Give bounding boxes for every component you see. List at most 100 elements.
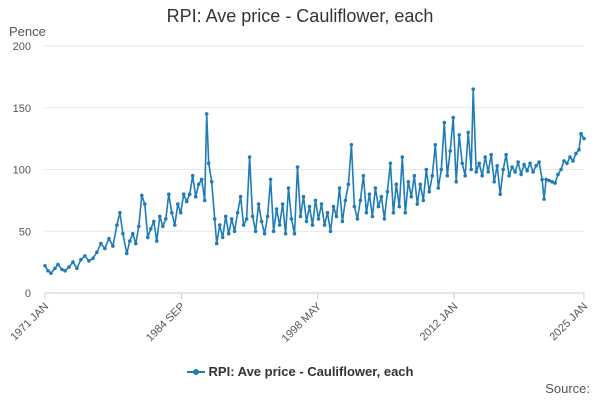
data-point[interactable] (579, 131, 583, 136)
data-point[interactable] (382, 217, 387, 221)
data-point[interactable] (75, 266, 79, 271)
data-point[interactable] (158, 214, 162, 219)
data-point[interactable] (528, 161, 532, 166)
data-point[interactable] (146, 235, 150, 240)
data-point[interactable] (565, 161, 569, 166)
data-point[interactable] (262, 231, 267, 236)
data-point[interactable] (325, 210, 330, 215)
data-point[interactable] (544, 177, 548, 182)
data-point[interactable] (289, 217, 294, 221)
legend[interactable]: RPI: Ave price - Cauliflower, each (0, 364, 600, 380)
data-point[interactable] (391, 210, 396, 215)
data-point[interactable] (115, 223, 119, 227)
data-point[interactable] (190, 173, 195, 178)
data-point[interactable] (43, 264, 47, 268)
data-point[interactable] (501, 167, 506, 172)
data-point[interactable] (202, 198, 207, 203)
data-point[interactable] (349, 143, 354, 147)
data-point[interactable] (60, 267, 64, 272)
data-point[interactable] (152, 219, 156, 224)
data-point[interactable] (67, 265, 71, 269)
data-point[interactable] (334, 214, 339, 219)
data-point[interactable] (238, 194, 243, 199)
data-point[interactable] (111, 244, 115, 248)
data-point[interactable] (504, 152, 508, 157)
data-point[interactable] (397, 204, 402, 209)
data-point[interactable] (507, 173, 511, 178)
data-point[interactable] (274, 207, 279, 211)
data-point[interactable] (71, 260, 75, 264)
data-point[interactable] (495, 164, 500, 168)
data-point[interactable] (170, 210, 174, 215)
data-point[interactable] (223, 214, 228, 219)
data-point[interactable] (352, 204, 357, 209)
data-point[interactable] (280, 202, 285, 206)
data-point[interactable] (439, 167, 444, 172)
data-point[interactable] (379, 194, 384, 199)
data-point[interactable] (427, 189, 432, 194)
data-point[interactable] (95, 250, 99, 254)
data-point[interactable] (394, 182, 399, 187)
data-point[interactable] (519, 172, 523, 177)
data-point[interactable] (316, 217, 321, 221)
data-point[interactable] (537, 160, 541, 164)
data-point[interactable] (184, 199, 189, 204)
data-point[interactable] (442, 120, 447, 125)
data-point[interactable] (400, 155, 405, 159)
data-point[interactable] (232, 229, 237, 234)
data-point[interactable] (63, 269, 67, 273)
data-point[interactable] (574, 151, 578, 156)
data-point[interactable] (103, 246, 107, 251)
data-point[interactable] (307, 204, 312, 209)
data-point[interactable] (418, 182, 423, 187)
data-point[interactable] (559, 167, 563, 172)
data-point[interactable] (547, 178, 551, 183)
data-point[interactable] (358, 198, 363, 203)
data-point[interactable] (121, 231, 125, 236)
data-point[interactable] (212, 217, 217, 221)
data-point[interactable] (161, 224, 165, 229)
data-point[interactable] (322, 223, 327, 227)
data-point[interactable] (331, 204, 336, 209)
data-point[interactable] (164, 217, 168, 221)
data-point[interactable] (301, 194, 306, 199)
data-point[interactable] (235, 210, 240, 215)
data-point[interactable] (388, 161, 393, 166)
data-point[interactable] (181, 192, 186, 196)
data-point[interactable] (406, 180, 411, 184)
data-point[interactable] (445, 173, 450, 178)
data-point[interactable] (196, 182, 201, 187)
data-point[interactable] (49, 271, 53, 276)
data-point[interactable] (553, 181, 557, 185)
data-point[interactable] (204, 112, 209, 116)
data-point[interactable] (364, 210, 369, 215)
data-point[interactable] (466, 130, 471, 135)
data-point[interactable] (268, 177, 273, 182)
data-point[interactable] (83, 254, 87, 258)
data-point[interactable] (486, 170, 491, 174)
data-point[interactable] (571, 159, 575, 163)
data-point[interactable] (118, 210, 122, 215)
data-point[interactable] (577, 147, 581, 152)
data-point[interactable] (522, 162, 526, 167)
data-point[interactable] (295, 165, 300, 169)
data-point[interactable] (304, 219, 309, 224)
data-point[interactable] (256, 202, 261, 206)
data-point[interactable] (286, 186, 291, 190)
data-point[interactable] (516, 160, 520, 164)
data-point[interactable] (79, 257, 83, 262)
data-point[interactable] (214, 241, 219, 246)
data-point[interactable] (91, 256, 95, 261)
legend-item[interactable]: RPI: Ave price - Cauliflower, each (186, 364, 413, 379)
data-point[interactable] (346, 182, 351, 187)
data-point[interactable] (217, 223, 222, 227)
data-point[interactable] (220, 235, 225, 240)
data-point[interactable] (385, 189, 390, 194)
data-point[interactable] (477, 161, 482, 166)
data-point[interactable] (421, 198, 426, 203)
data-point[interactable] (137, 224, 141, 229)
data-point[interactable] (328, 229, 333, 234)
data-point[interactable] (550, 180, 554, 184)
data-point[interactable] (56, 262, 60, 267)
data-point[interactable] (298, 214, 303, 219)
